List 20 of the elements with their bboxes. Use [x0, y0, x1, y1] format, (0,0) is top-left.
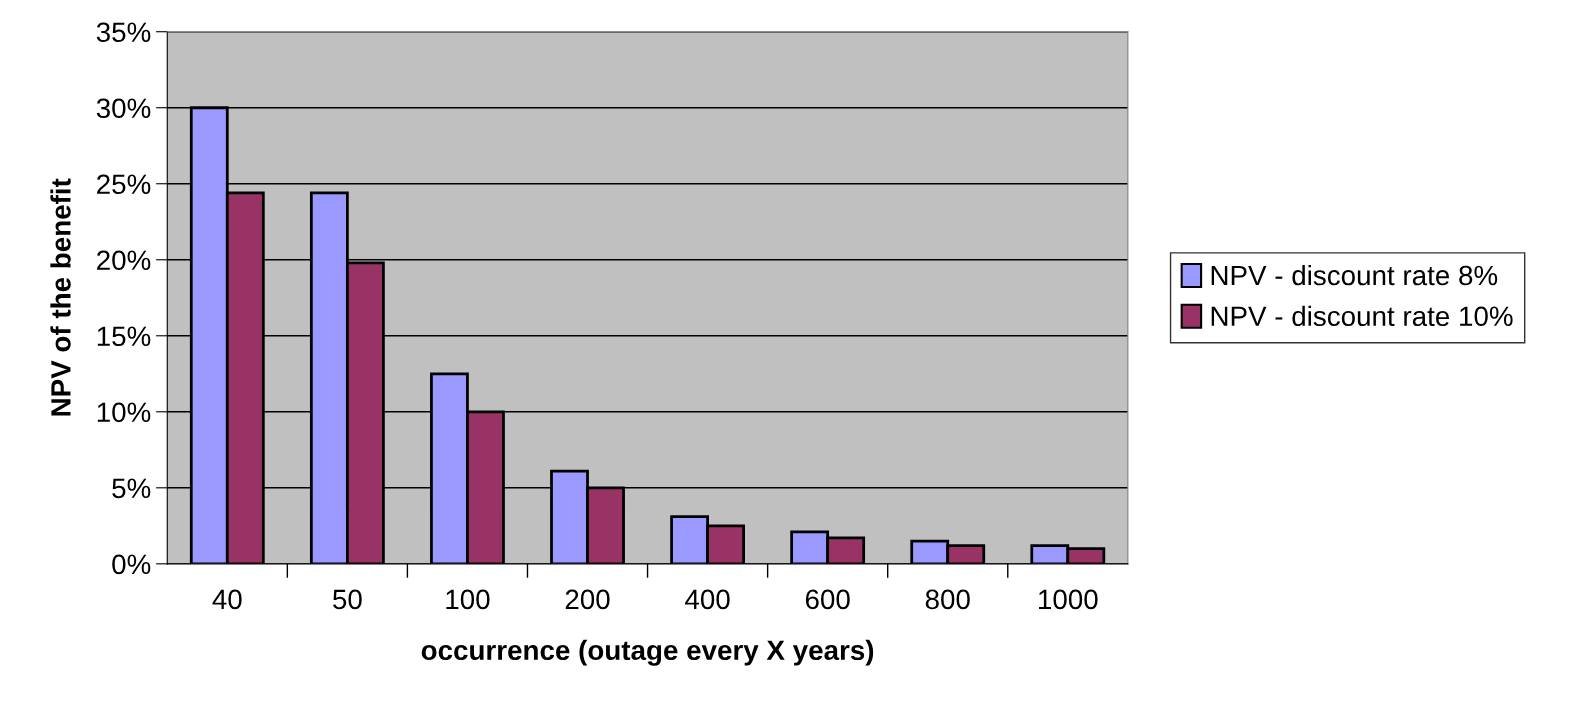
y-tick-label: 5%	[112, 478, 151, 499]
x-axis-title: occurrence (outage every X years)	[421, 639, 874, 666]
y-tick-label: 0%	[112, 554, 151, 575]
legend-label: NPV - discount rate 8%	[1211, 264, 1498, 286]
y-tick-label: 15%	[97, 326, 151, 347]
y-tick-label: 10%	[97, 402, 151, 423]
x-tick-label: 100	[446, 589, 490, 610]
x-tick-label: 1000	[1039, 589, 1098, 610]
x-tick-label: 400	[685, 589, 730, 610]
y-tick-label: 30%	[96, 98, 151, 119]
y-tick-label: 25%	[97, 174, 151, 195]
y-axis-title: NPV of the benefit	[50, 178, 71, 416]
x-tick-label: 800	[925, 589, 970, 610]
x-tick-label: 200	[565, 589, 610, 610]
x-tick-label: 40	[212, 589, 242, 610]
x-tick-label: 50	[333, 589, 362, 610]
y-tick-label: 35%	[96, 22, 151, 43]
y-tick-label: 20%	[97, 250, 151, 271]
legend-label: NPV - discount rate 10%	[1211, 305, 1513, 327]
x-tick-label: 600	[805, 589, 850, 610]
